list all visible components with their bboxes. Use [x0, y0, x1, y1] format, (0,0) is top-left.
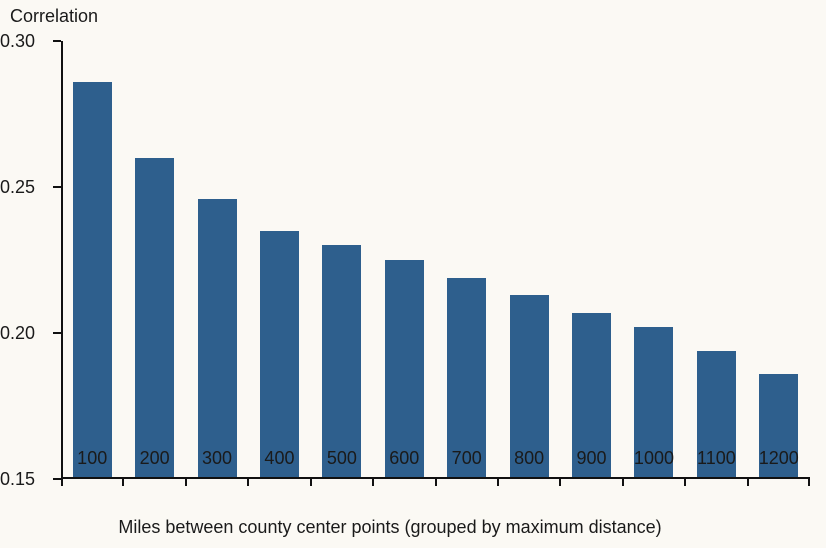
- x-axis-tick: [496, 479, 499, 486]
- x-axis-tick-label: 900: [576, 448, 607, 468]
- x-axis-tick-label: 200: [139, 448, 170, 468]
- x-axis-tick: [372, 479, 375, 486]
- x-axis-tick: [684, 479, 687, 486]
- y-axis-tick: [53, 40, 61, 42]
- x-axis-tick-label: 1100: [697, 448, 736, 468]
- bar-300: [197, 198, 237, 477]
- bar-900: [572, 312, 612, 477]
- bar-800: [509, 295, 549, 477]
- bar-1200: [759, 373, 799, 477]
- x-axis-tick-label: 500: [326, 448, 357, 468]
- bar-600: [384, 260, 424, 477]
- x-axis-tick: [247, 479, 250, 486]
- x-axis-tick-label: 400: [264, 448, 295, 468]
- x-axis-tick-label: 1000: [633, 448, 674, 468]
- x-axis-line: [61, 477, 810, 479]
- x-axis-tick: [184, 479, 187, 486]
- bar-1000: [634, 327, 674, 477]
- y-axis-tick-label: 0.25: [0, 177, 36, 197]
- bar-500: [322, 245, 362, 477]
- bar-400: [259, 230, 299, 477]
- x-axis-tick: [309, 479, 312, 486]
- x-axis-tick: [61, 479, 63, 486]
- y-axis-tick: [53, 186, 61, 188]
- x-axis-tick-label: 100: [77, 448, 108, 468]
- x-axis-tick: [808, 479, 810, 486]
- bar-200: [135, 157, 175, 477]
- y-axis-line: [61, 41, 63, 479]
- y-axis-tick-label: 0.15: [0, 469, 36, 489]
- plot-area: 0.30 0.25 0.20 0.15: [0, 31, 810, 489]
- x-axis-tick: [559, 479, 562, 486]
- x-axis-tick-label: 600: [389, 448, 420, 468]
- x-axis-title: Miles between county center points (grou…: [118, 517, 662, 537]
- y-axis-tick-label: 0.30: [0, 31, 36, 51]
- y-axis-tick-label: 0.20: [0, 323, 36, 343]
- x-axis-tick: [746, 479, 749, 486]
- bar-100: [72, 81, 112, 477]
- x-axis-tick: [122, 479, 125, 486]
- x-axis-tick-label: 1200: [758, 448, 799, 468]
- bar-1100: [696, 350, 736, 477]
- x-axis-tick-label: 700: [451, 448, 482, 468]
- bar-700: [447, 277, 487, 477]
- x-axis-tick-label: 800: [514, 448, 545, 468]
- y-axis-tick: [53, 332, 61, 334]
- x-axis-tick: [621, 479, 624, 486]
- y-axis-title: Correlation: [10, 6, 99, 26]
- x-axis-tick: [434, 479, 437, 486]
- y-axis-tick: [53, 478, 61, 480]
- x-axis-tick-label: 300: [202, 448, 233, 468]
